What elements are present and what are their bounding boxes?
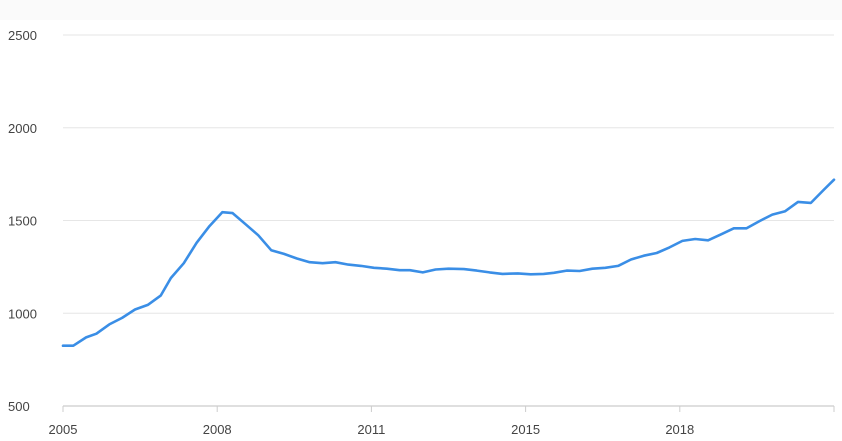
- x-tick-label-2018: 2018: [665, 422, 694, 437]
- y-axis-ticks: 500 1000 1500 2000 2500: [8, 28, 37, 414]
- top-band: [0, 0, 842, 20]
- x-tick-label-2011: 2011: [357, 422, 385, 437]
- x-tick-label-2005: 2005: [49, 422, 78, 437]
- x-tick-label-2008: 2008: [203, 422, 232, 437]
- gridlines: [63, 34, 834, 314]
- y-tick-label-500: 500: [8, 399, 30, 414]
- y-tick-label-1000: 1000: [8, 306, 37, 321]
- x-axis-ticks: 2005 2008 2011 2015 2018: [49, 406, 835, 437]
- y-tick-label-2500: 2500: [8, 28, 37, 43]
- y-tick-label-2000: 2000: [8, 121, 37, 136]
- y-tick-label-1500: 1500: [8, 214, 37, 229]
- x-tick-label-2015: 2015: [511, 422, 540, 437]
- series-line: [61, 178, 836, 347]
